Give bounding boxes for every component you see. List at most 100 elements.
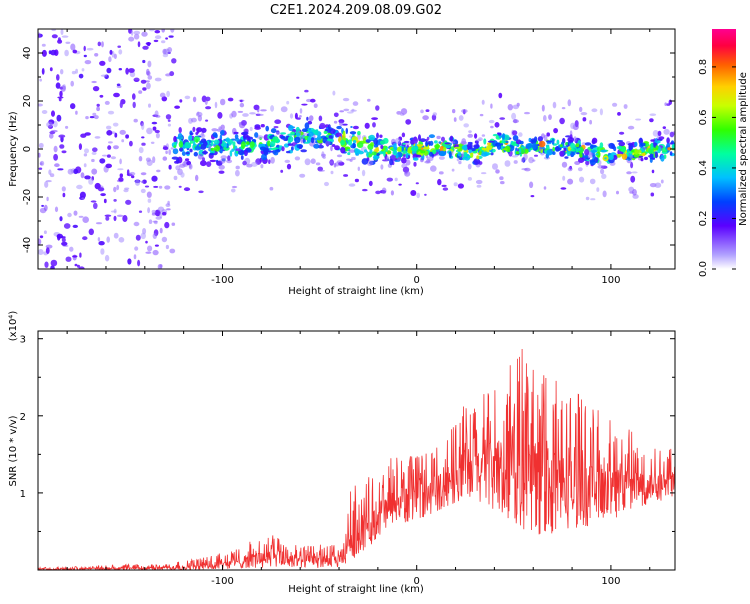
spectrogram-cell <box>212 132 218 138</box>
spectrogram-cell <box>240 120 247 126</box>
spectrogram-cell <box>533 136 538 143</box>
spectrogram-cell <box>442 187 449 191</box>
spectrogram-cell <box>380 145 384 149</box>
spectrogram-cell <box>375 105 380 111</box>
spectrogram-cell <box>410 190 417 196</box>
spectrogram-cell <box>393 149 397 155</box>
spectrogram-cell <box>349 131 357 135</box>
spectrogram-cell <box>177 133 183 140</box>
spectrogram-cell <box>329 128 336 135</box>
spectrogram-cell <box>294 136 301 144</box>
spectrogram-cell <box>272 136 279 143</box>
spectrogram-cell <box>371 117 378 120</box>
spectrogram-cell <box>116 184 120 191</box>
spectrogram-cell <box>189 148 193 153</box>
spectrogram-cell <box>108 56 112 63</box>
spectrogram-cell <box>291 146 294 151</box>
spectrogram-cell <box>65 41 71 44</box>
spectrogram-cell <box>260 109 267 112</box>
spectrogram-cell <box>340 146 346 154</box>
spectrogram-cell <box>562 175 566 181</box>
spectrogram-cell <box>387 150 391 155</box>
spectrogram-cell <box>601 173 607 179</box>
spectrogram-cell <box>425 140 429 147</box>
spectrogram-cell <box>141 136 145 139</box>
spectrogram-cell <box>308 115 314 122</box>
spectrogram-cell <box>430 165 437 172</box>
spectrogram-cell <box>579 152 583 159</box>
spectrogram-cell <box>631 171 638 174</box>
spectrogram-cell <box>106 154 111 158</box>
spectrogram-cell <box>268 150 274 153</box>
spectrogram-cell <box>94 136 101 139</box>
spectrogram-cell <box>296 96 300 99</box>
spectrogram-cell <box>218 164 225 170</box>
spectrogram-cell <box>460 141 468 145</box>
spectrogram-cell <box>168 35 174 38</box>
spectrogram-cell <box>151 121 158 125</box>
spectrogram-cell <box>151 212 156 216</box>
spectrogram-cell <box>318 169 325 172</box>
spectrogram-cell <box>570 148 576 152</box>
spectrogram-cell <box>195 174 199 182</box>
spectrogram-cell <box>41 110 48 114</box>
spectrogram-cell <box>167 123 171 127</box>
spectrogram-cell <box>153 39 159 43</box>
spectrogram-cell <box>328 161 334 164</box>
spectrogram-cell <box>348 183 356 187</box>
spectrogram-cell <box>591 139 596 145</box>
tick-label: -100 <box>211 576 234 587</box>
spectrogram-cell <box>83 54 87 58</box>
spectrogram-cell <box>81 68 85 72</box>
spectrogram-cell <box>58 134 66 138</box>
spectrogram-cell <box>270 128 277 134</box>
spectrogram-cell <box>420 157 424 163</box>
spectrogram-cell <box>72 224 79 228</box>
spectrogram-cell <box>127 258 132 265</box>
spectrogram-cell <box>628 145 633 151</box>
spectrogram-cell <box>313 143 320 149</box>
spectrogram-cell <box>513 160 518 164</box>
spectrogram-cell <box>106 236 110 243</box>
spectrogram-cell <box>368 180 373 187</box>
spectrogram-cell <box>130 30 134 36</box>
spectrogram-cell <box>499 176 504 181</box>
spectrogram-cell <box>74 263 78 267</box>
spectrogram-cell <box>39 78 42 82</box>
spectrogram-cell <box>145 240 148 244</box>
spectrogram-cell <box>242 134 249 139</box>
spectrogram-cell <box>60 85 66 92</box>
spectrogram-cell <box>654 182 662 188</box>
spectrogram-cell <box>342 97 350 102</box>
spectrogram-cell <box>97 41 102 47</box>
spectrogram-cell <box>343 132 346 137</box>
spectrogram-cell <box>239 102 245 108</box>
spectrogram-cell <box>44 181 49 188</box>
spectrogram-cell <box>154 129 160 134</box>
tick-label: 20 <box>22 95 33 108</box>
spectrogram-cell <box>137 259 141 267</box>
spectrogram-cell <box>620 146 626 153</box>
spectrogram-cell <box>398 183 402 186</box>
spectrogram-cell <box>287 135 294 143</box>
spectrogram-cell <box>553 128 558 134</box>
spectrogram-cell <box>467 177 472 181</box>
spectrogram-cell <box>119 129 126 135</box>
spectrogram-cell <box>481 99 485 105</box>
spectrogram-cell <box>57 39 63 44</box>
spectrogram-cell <box>492 163 498 170</box>
spectrogram-cell <box>78 73 84 79</box>
spectrogram-cell <box>401 132 406 138</box>
spectrogram-cell <box>39 162 43 166</box>
spectrogram-cell <box>518 147 522 154</box>
spectrogram-cell <box>118 237 125 243</box>
spectrogram-cell <box>210 147 215 151</box>
spectrogram-cell <box>269 140 276 148</box>
spectrogram-cell <box>364 149 368 153</box>
spectrogram-cell <box>351 156 356 161</box>
spectrogram-cell <box>70 103 76 110</box>
spectrogram-cell <box>113 232 119 239</box>
spectrogram-cell <box>660 154 665 162</box>
spectrogram-cell <box>195 132 199 135</box>
spectrogram-cell <box>170 29 175 33</box>
